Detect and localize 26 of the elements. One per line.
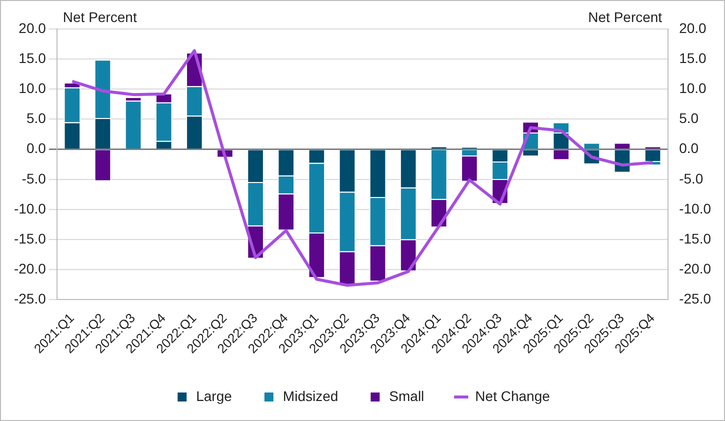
y-tick-label: -10.0 [679, 200, 712, 216]
y2-tick-label: 0.0 [26, 140, 46, 156]
y-tick-label: -20.0 [679, 260, 712, 276]
y-tick-label: 0.0 [679, 140, 699, 156]
y-tick-label: 20.0 [679, 20, 707, 36]
y2-tick-label: -25.0 [14, 290, 46, 307]
y2-tick-label: -10.0 [14, 200, 46, 216]
y2-tick-label: 5.0 [26, 110, 46, 126]
y2-tick-label: -5.0 [22, 170, 46, 186]
y2-tick-label: -15.0 [14, 230, 46, 246]
y-tick-label: -15.0 [679, 230, 712, 246]
y2-tick-label: -20.0 [14, 260, 46, 276]
y-tick-label: 15.0 [679, 50, 707, 66]
legend-label: Small [389, 388, 424, 404]
y-tick-label: 10.0 [679, 80, 707, 96]
legend-label: Midsized [282, 388, 338, 404]
legend-label: Large [196, 388, 232, 404]
text: Net Percent [62, 8, 137, 25]
legend-label: Net Change [475, 388, 550, 404]
y2-tick-label: 15.0 [18, 50, 46, 66]
text: Net Percent [588, 8, 662, 25]
y-tick-label: -5.0 [679, 170, 704, 186]
y2-tick-label: 20.0 [18, 20, 46, 36]
y2-tick-label: 10.0 [18, 80, 46, 96]
y-tick-label: -25.0 [679, 290, 712, 307]
y-tick-label: 5.0 [679, 110, 699, 126]
